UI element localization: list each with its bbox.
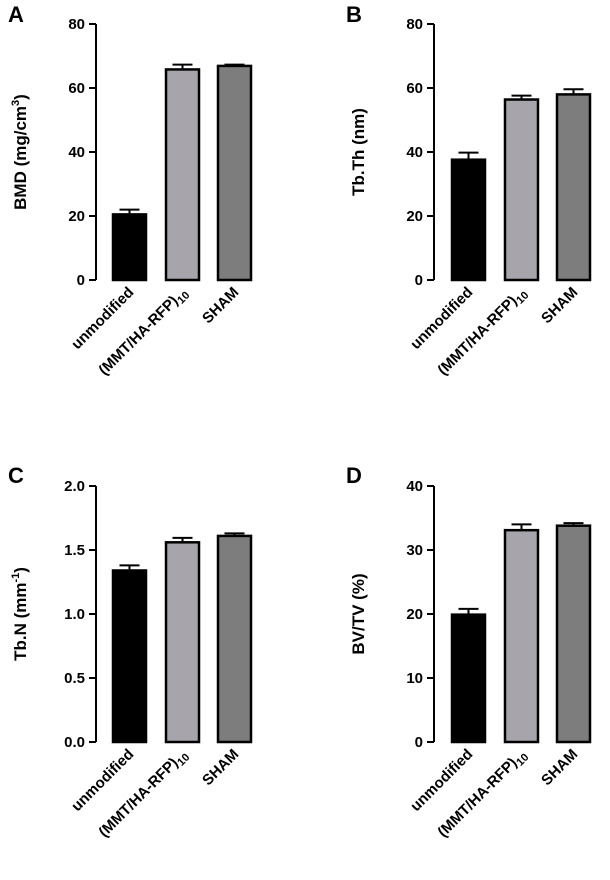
panel-letter: D [346, 463, 362, 488]
y-axis-title: BV/TV (%) [349, 573, 368, 654]
y-axis-title: BMD (mg/cm3) [10, 94, 30, 210]
y-tick-label: 20 [406, 606, 423, 623]
y-tick-label: 0.5 [64, 670, 85, 687]
y-tick-label: 80 [68, 16, 85, 33]
y-tick-label: 40 [406, 478, 423, 495]
panel-letter: A [8, 2, 24, 27]
bar-mmt-ha-rfp [503, 528, 540, 744]
y-tick-label: 2.0 [64, 478, 85, 495]
y-tick-label: 0 [415, 734, 423, 751]
y-tick-label: 20 [68, 208, 85, 225]
category-label-sham: SHAM [199, 284, 242, 327]
panel-letter: C [8, 463, 24, 488]
bar-unmodified [111, 213, 148, 282]
bar-unmodified [450, 613, 487, 744]
category-label-sham: SHAM [538, 284, 581, 327]
y-axis-title: Tb.Th (nm) [349, 108, 368, 196]
category-label-sham: SHAM [199, 746, 242, 789]
y-tick-label: 0.0 [64, 734, 85, 751]
panel-c: C 0.00.51.01.52.0unmodified(MMT/HA-RFP)1… [8, 463, 253, 841]
category-label-sham: SHAM [538, 746, 581, 789]
y-tick-label: 40 [406, 144, 423, 161]
y-tick-label: 1.0 [64, 606, 85, 623]
y-axis-title: Tb.N (mm-1) [10, 567, 30, 661]
bar-mmt-ha-rfp [164, 541, 201, 744]
bar-unmodified [111, 569, 148, 744]
bar-sham [555, 524, 592, 744]
bar-sham [216, 64, 253, 282]
bar-unmodified [450, 158, 487, 282]
y-tick-label: 30 [406, 542, 423, 559]
y-tick-label: 20 [406, 208, 423, 225]
y-tick-label: 0 [77, 272, 85, 289]
panel-letter: B [346, 2, 362, 27]
bar-mmt-ha-rfp [164, 68, 201, 282]
y-tick-label: 60 [406, 80, 423, 97]
y-tick-label: 1.5 [64, 542, 85, 559]
y-tick-label: 0 [415, 272, 423, 289]
bar-mmt-ha-rfp [503, 98, 540, 282]
y-tick-label: 40 [68, 144, 85, 161]
y-tick-label: 10 [406, 670, 423, 687]
y-tick-label: 80 [406, 16, 423, 33]
bar-sham [216, 534, 253, 744]
y-tick-label: 60 [68, 80, 85, 97]
bar-sham [555, 93, 592, 282]
